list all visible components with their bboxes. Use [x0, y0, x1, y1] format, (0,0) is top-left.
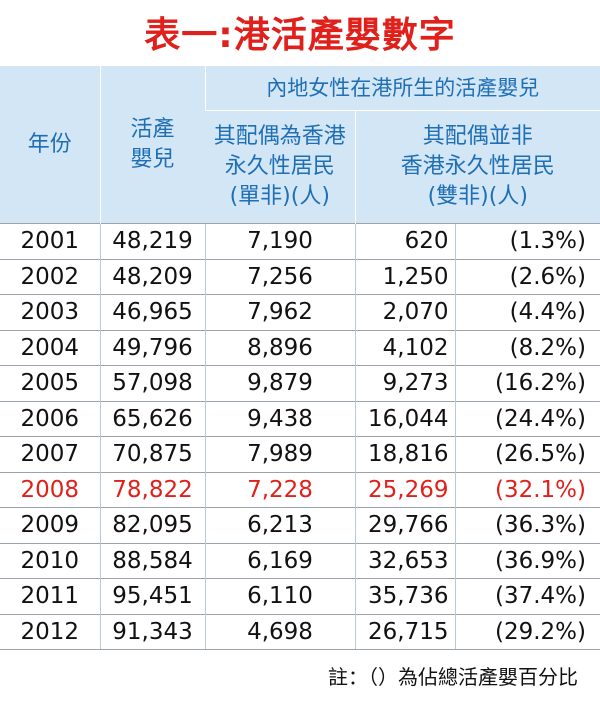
double-cell: 1,250: [354, 258, 455, 295]
live-births-cell: 49,796: [99, 329, 205, 366]
header-line: 永久性居民: [224, 154, 335, 179]
row: 2012 91,343 4,698 26,715 (29.2%): [0, 613, 600, 650]
single-cell: 9,879: [204, 365, 355, 401]
year-cell: 2006: [0, 400, 100, 437]
live-births-cell: 78,822: [99, 471, 205, 508]
title: 表一:港活產嬰數字: [144, 15, 456, 56]
year-cell: 2007: [0, 436, 100, 472]
percent-cell: (24.4%): [454, 400, 600, 437]
single-cell: 7,228: [204, 471, 355, 508]
row: 2009 82,095 6,213 29,766 (36.3%): [0, 507, 600, 543]
single-cell: 6,110: [204, 578, 355, 614]
percent-cell: (4.4%): [454, 294, 600, 330]
single-cell: 7,989: [204, 436, 355, 472]
row: 2001 48,219 7,190 620 (1.3%): [0, 223, 600, 259]
header-live-births: 活產 嬰兒: [99, 66, 205, 224]
live-births-cell: 88,584: [99, 542, 205, 579]
table: 年份 活產嬰兒 內地女性在港所生的活產嬰兒 其配偶為香港 永久性居民 (單非)(人)…: [0, 66, 600, 650]
live-births-cell: 82,095: [99, 507, 205, 543]
header-line: (單非)(人): [229, 184, 330, 209]
single-cell: 8,896: [204, 329, 355, 366]
row: 2011 95,451 6,110 35,736 (37.4%): [0, 578, 600, 614]
row: 2002 48,209 7,256 1,250 (2.6%): [0, 258, 600, 295]
percent-cell: (1.3%): [454, 223, 600, 259]
double-cell: 35,736: [354, 578, 455, 614]
year-cell: 2008: [0, 471, 100, 508]
header-year: 年份: [0, 66, 100, 224]
header-single: 其配偶為香港 永久性居民 (單非)(人): [205, 110, 355, 224]
row: 2003 46,965 7,962 2,070 (4.4%): [0, 294, 600, 330]
percent-cell: (8.2%): [454, 329, 600, 366]
double-cell: 26,715: [354, 613, 455, 650]
header-line: 其配偶並非: [422, 124, 533, 149]
percent-cell: (26.5%): [454, 436, 600, 472]
single-cell: 6,169: [204, 542, 355, 579]
single-cell: 7,962: [204, 294, 355, 330]
live-births-cell: 65,626: [99, 400, 205, 437]
percent-cell: (2.6%): [454, 258, 600, 295]
double-cell: 9,273: [354, 365, 455, 401]
double-cell: 16,044: [354, 400, 455, 437]
row: 2006 65,626 9,438 16,044 (24.4%): [0, 400, 600, 437]
header-line: 嬰兒: [130, 146, 175, 172]
percent-cell: (32.1%): [454, 471, 600, 508]
double-cell: 32,653: [354, 542, 455, 579]
double-cell: 29,766: [354, 507, 455, 543]
live-births-cell: 48,209: [99, 258, 205, 295]
single-cell: 7,256: [204, 258, 355, 295]
double-cell: 620: [354, 223, 455, 259]
table-body: 2001 48,219 7,190 620 (1.3%) 2002 48,209 7,256 1…: [0, 223, 600, 650]
double-cell: 4,102: [354, 329, 455, 366]
live-births-cell: 95,451: [99, 578, 205, 614]
header-double: 其配偶並非香港永久性居民 (雙非)(人): [354, 110, 600, 224]
live-births-cell: 91,343: [99, 613, 205, 650]
percent-cell: (36.3%): [454, 507, 600, 543]
header-line: 香港永久性居民: [400, 154, 555, 179]
year-cell: 2004: [0, 329, 100, 366]
single-cell: 7,190: [204, 223, 355, 259]
live-births-cell: 46,965: [99, 294, 205, 330]
row: 2008 78,822 7,228 25,269 (32.1%): [0, 471, 600, 508]
live-births-cell: 70,875: [99, 436, 205, 472]
year-cell: 2005: [0, 365, 100, 401]
year-cell: 2010: [0, 542, 100, 579]
percent-cell: (37.4%): [454, 578, 600, 614]
single-cell: 4,698: [204, 613, 355, 650]
header-line: (雙非)(人): [427, 184, 528, 209]
row: 2007 70,875 7,989 18,816 (26.5%): [0, 436, 600, 472]
year-cell: 2011: [0, 578, 100, 614]
header-line: 其配偶為香港: [213, 124, 346, 149]
year-cell: 2003: [0, 294, 100, 330]
row: 2004 49,796 8,896 4,102 (8.2%): [0, 329, 600, 366]
percent-cell: (16.2%): [454, 365, 600, 401]
year-cell: 2009: [0, 507, 100, 543]
header-line: 活產: [130, 116, 175, 142]
note: 註：（）為佔總活產嬰百分比: [328, 665, 578, 689]
row: 2010 88,584 6,169 32,653 (36.9%): [0, 542, 600, 579]
live-births-cell: 57,098: [99, 365, 205, 401]
header-group: 內地女性在港所生的活產嬰兒: [204, 66, 600, 111]
year-cell: 2002: [0, 258, 100, 295]
year-cell: 2001: [0, 223, 100, 259]
double-cell: 25,269: [354, 471, 455, 508]
row: 2005 57,098 9,879 9,273 (16.2%): [0, 365, 600, 401]
percent-cell: (29.2%): [454, 613, 600, 650]
double-cell: 18,816: [354, 436, 455, 472]
double-cell: 2,070: [354, 294, 455, 330]
single-cell: 9,438: [204, 400, 355, 437]
single-cell: 6,213: [204, 507, 355, 543]
percent-cell: (36.9%): [454, 542, 600, 579]
year-cell: 2012: [0, 613, 100, 650]
live-births-cell: 48,219: [99, 223, 205, 259]
